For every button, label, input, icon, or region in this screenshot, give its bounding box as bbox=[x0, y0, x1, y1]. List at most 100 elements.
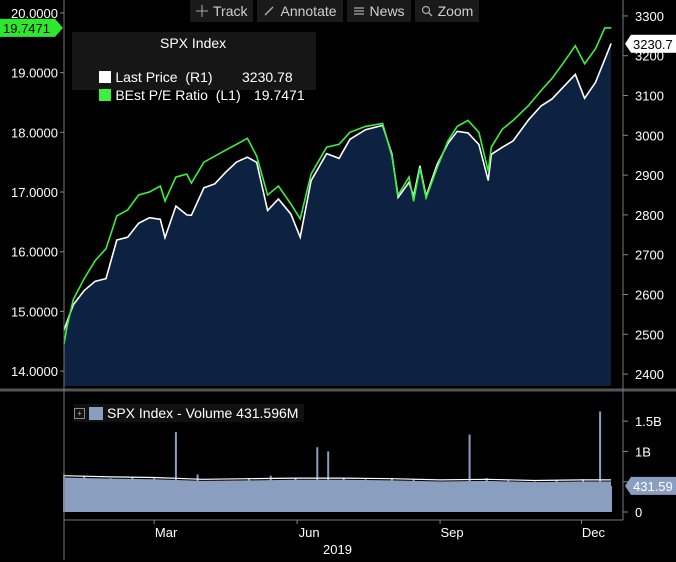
pe-ratio-point bbox=[478, 131, 480, 133]
volume-bar bbox=[582, 479, 584, 512]
right-tick-label: 2600 bbox=[635, 287, 664, 302]
legend-row-last-price[interactable]: Last Price (R1) 3230.78 bbox=[76, 53, 293, 101]
news-button[interactable]: News bbox=[346, 0, 411, 22]
right-tick-label: 3300 bbox=[635, 9, 664, 24]
volume-bar bbox=[468, 434, 471, 512]
pe-ratio-point bbox=[277, 185, 279, 187]
right-tick-label: 2700 bbox=[635, 248, 664, 263]
last-price-label: Last Price (R1) bbox=[115, 69, 213, 85]
volume-bar bbox=[555, 480, 558, 512]
pe-ratio-point bbox=[540, 89, 542, 92]
last-price-point bbox=[512, 140, 514, 142]
last-price-point bbox=[604, 58, 606, 60]
pe-ratio-point bbox=[299, 218, 301, 220]
volume-bar bbox=[247, 478, 250, 512]
magnifier-icon bbox=[421, 5, 433, 17]
last-price-point bbox=[299, 236, 301, 238]
annotate-label: Annotate bbox=[280, 3, 337, 19]
pe-ratio-point bbox=[584, 63, 586, 65]
price-panel bbox=[63, 27, 612, 387]
left-tick-label: 16.0000 bbox=[11, 245, 58, 260]
volume-legend: + SPX Index - Volume 431.596M bbox=[74, 404, 305, 422]
right-tick-label: 3000 bbox=[635, 128, 664, 143]
x-tick-label: Sep bbox=[440, 525, 463, 540]
volume-bar bbox=[153, 478, 156, 512]
volume-bar bbox=[83, 475, 86, 512]
last-price-point bbox=[478, 143, 480, 146]
last-price-point bbox=[116, 239, 118, 241]
pe-ratio-point bbox=[382, 122, 384, 124]
pe-ratio-point bbox=[225, 149, 227, 151]
last-price-point bbox=[267, 209, 269, 212]
last-price-point bbox=[277, 198, 279, 200]
pe-ratio-point bbox=[83, 278, 85, 280]
pe-ratio-point bbox=[338, 143, 340, 145]
crosshair-icon bbox=[196, 5, 208, 17]
pe-ratio-point bbox=[490, 146, 492, 148]
pe-ratio-point bbox=[604, 27, 606, 29]
last-price-point bbox=[562, 87, 564, 89]
pe-ratio-point bbox=[164, 200, 166, 202]
volume-tick-label: 0 bbox=[635, 505, 642, 520]
last-price-point bbox=[164, 237, 166, 239]
left-tick-label: 19.0000 bbox=[11, 66, 58, 81]
pe-ratio-point bbox=[512, 119, 514, 121]
volume-current-text: 431.59 bbox=[633, 479, 673, 494]
last-price-point bbox=[83, 289, 85, 292]
zoom-label: Zoom bbox=[437, 3, 474, 19]
last-price-point bbox=[190, 214, 192, 216]
right-tick-label: 2900 bbox=[635, 168, 664, 183]
annotate-button[interactable]: Annotate bbox=[257, 0, 343, 22]
last-price-point bbox=[419, 165, 421, 167]
pe-ratio-point bbox=[594, 48, 597, 50]
volume-bar bbox=[316, 447, 319, 512]
track-button[interactable]: Track bbox=[190, 0, 254, 22]
pe-value: 19.7471 bbox=[254, 87, 305, 103]
pe-ratio-point bbox=[246, 137, 248, 139]
right-tick-label: 3100 bbox=[635, 89, 664, 104]
pe-current-text: 19.7471 bbox=[3, 21, 50, 36]
last-price-point bbox=[349, 138, 351, 140]
pe-ratio-point bbox=[105, 248, 107, 250]
last-price-value: 3230.78 bbox=[242, 69, 293, 85]
last-price-point bbox=[501, 146, 503, 148]
volume-bar bbox=[223, 481, 226, 512]
x-year-label: 2019 bbox=[323, 542, 352, 557]
last-price-point bbox=[326, 153, 328, 155]
price-current-text: 3230.7 bbox=[633, 37, 673, 52]
volume-tick-label: 1B bbox=[635, 444, 651, 459]
volume-bar bbox=[174, 432, 177, 512]
volume-bar bbox=[507, 480, 510, 512]
price-area-fill bbox=[64, 43, 611, 387]
volume-bar bbox=[485, 478, 488, 512]
last-price-point bbox=[94, 280, 96, 282]
pe-swatch bbox=[99, 89, 112, 101]
pe-ratio-point bbox=[175, 176, 177, 178]
last-price-point bbox=[186, 214, 188, 216]
right-tick-label: 2400 bbox=[635, 367, 664, 382]
volume-bar bbox=[342, 478, 345, 512]
pe-ratio-point bbox=[391, 155, 393, 157]
volume-bar bbox=[196, 474, 199, 512]
pe-ratio-point bbox=[235, 143, 238, 145]
last-price-point bbox=[127, 236, 129, 238]
zoom-button[interactable]: Zoom bbox=[414, 0, 480, 22]
last-price-point bbox=[175, 205, 177, 207]
pe-ratio-point bbox=[574, 45, 576, 47]
last-price-point bbox=[574, 73, 576, 75]
last-price-point bbox=[456, 130, 458, 132]
pe-ratio-point bbox=[467, 119, 469, 121]
last-price-point bbox=[203, 187, 205, 189]
pe-ratio-point bbox=[551, 78, 553, 80]
left-tick-label: 17.0000 bbox=[11, 185, 58, 200]
expand-icon[interactable]: + bbox=[74, 407, 85, 419]
last-price-point bbox=[225, 171, 227, 173]
pe-ratio-point bbox=[66, 325, 68, 327]
pe-current-badge bbox=[0, 18, 55, 37]
volume-tick-label: 1.5B bbox=[635, 414, 662, 429]
legend-row-pe[interactable]: BEst P/E Ratio (L1) 19.7471 bbox=[76, 71, 305, 119]
pe-ratio-point bbox=[310, 173, 312, 175]
pe-ratio-point bbox=[116, 215, 118, 217]
last-price-point bbox=[214, 183, 216, 185]
